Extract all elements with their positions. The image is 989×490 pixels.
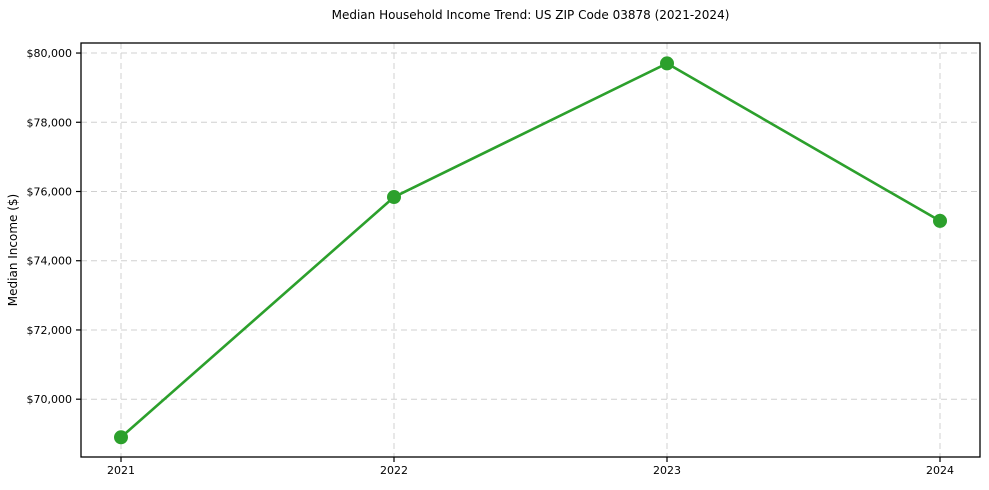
y-tick-label: $80,000 [27, 47, 73, 60]
axes-border [80, 42, 981, 458]
x-tick-label: 2022 [380, 464, 408, 477]
y-axis-label: Median Income ($) [6, 193, 20, 307]
data-point-2022 [387, 190, 401, 205]
x-tick-label: 2024 [926, 464, 954, 477]
y-tick-label: $74,000 [27, 255, 73, 268]
data-point-2023 [660, 56, 674, 71]
y-tick-label: $72,000 [27, 324, 73, 337]
y-tick-label: $76,000 [27, 186, 73, 199]
trend-line [119, 62, 942, 439]
x-tick-label: 2021 [107, 464, 135, 477]
data-point-2021 [114, 430, 128, 445]
data-point-2024 [933, 213, 947, 228]
chart-title: Median Household Income Trend: US ZIP Co… [331, 8, 730, 22]
x-tick-label: 2023 [653, 464, 681, 477]
y-tick-label: $78,000 [27, 116, 73, 129]
y-tick-label: $70,000 [27, 393, 73, 406]
